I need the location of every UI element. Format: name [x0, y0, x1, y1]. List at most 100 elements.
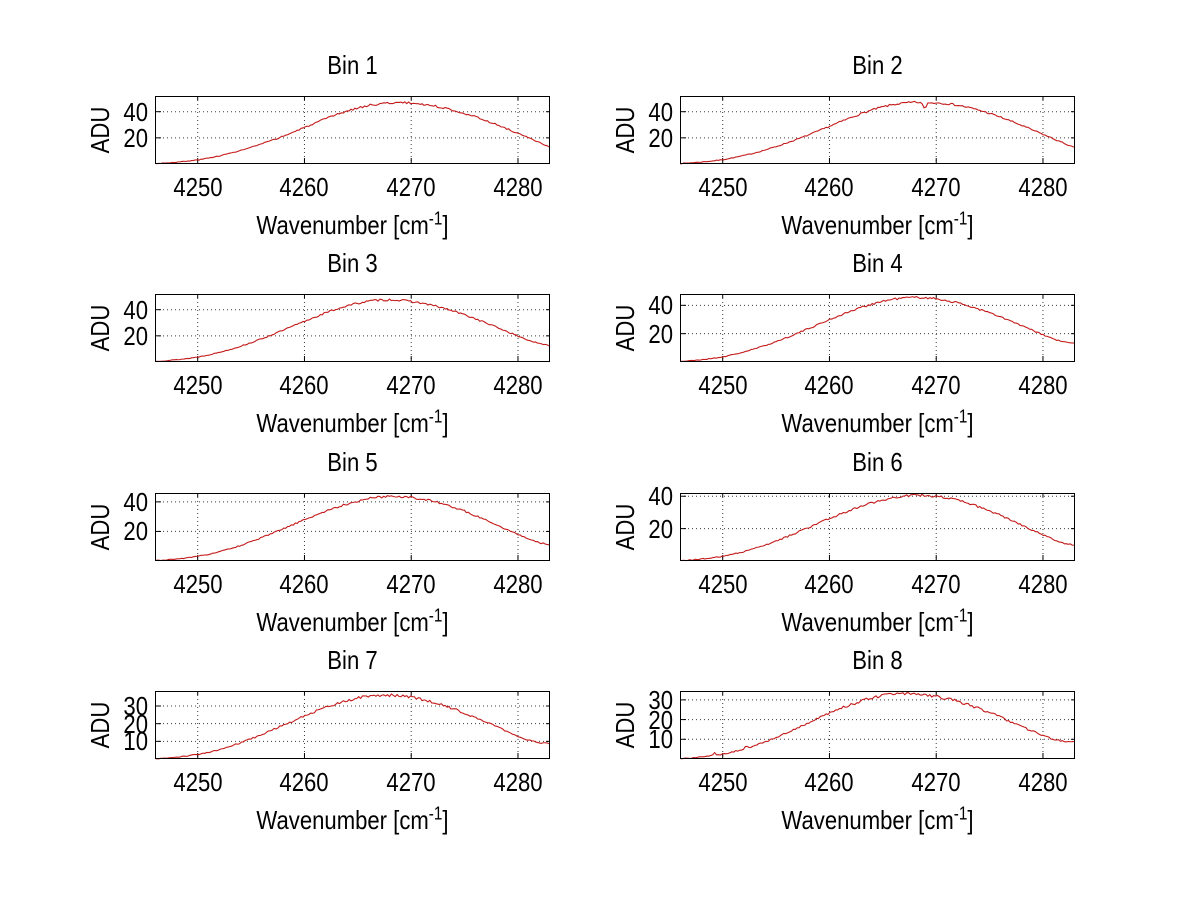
grid-lines: [680, 493, 1075, 561]
x-axis-label-text: ]: [442, 805, 449, 835]
x-tick-label: 4270: [911, 370, 961, 400]
y-tick-label: 40: [648, 96, 673, 127]
x-axis-label-text: ]: [442, 408, 449, 438]
axis-tick-marks: [155, 96, 550, 164]
y-tick-label: 40: [123, 294, 148, 325]
subplot-bin-2: Bin 2 ADU 20 40 4250 4260 4270 4280 Wavenumber […: [545, 50, 1200, 250]
x-tick-label: 4270: [911, 767, 961, 797]
plot-title: Bin 6: [852, 447, 903, 477]
plot-box-border: [155, 96, 550, 164]
axis-tick-marks: [680, 691, 1075, 759]
x-axis-label-superscript: -1: [428, 803, 443, 824]
grid-lines: [680, 294, 1075, 362]
x-axis-label-text: ]: [967, 805, 974, 835]
x-tick-label: 4270: [386, 172, 436, 202]
plot-title: Bin 7: [327, 645, 378, 675]
x-tick-label: 4260: [804, 370, 855, 400]
plot-area: [154, 691, 550, 760]
plot-box-border: [680, 493, 1075, 561]
x-axis-label-text: Wavenumber [cm: [256, 408, 429, 438]
x-axis-label-superscript: -1: [953, 803, 968, 824]
grid-lines: [155, 493, 550, 561]
axis-tick-marks: [680, 294, 1075, 362]
y-tick-label: 30: [648, 684, 673, 715]
spectrum-line: [679, 295, 1074, 363]
x-axis-label: Wavenumber [cm-1]: [710, 803, 1046, 835]
x-tick-label: 4250: [698, 569, 748, 599]
x-axis-label-superscript: -1: [428, 208, 443, 229]
x-tick-label: 4250: [698, 767, 748, 797]
plot-area: [154, 493, 550, 562]
plot-title: Bin 3: [327, 248, 378, 278]
x-axis-label: Wavenumber [cm-1]: [185, 406, 521, 438]
plot-area: [679, 691, 1075, 760]
x-tick-label: 4280: [1018, 172, 1068, 202]
axis-tick-marks: [680, 96, 1075, 164]
x-tick-label: 4270: [911, 569, 961, 599]
x-axis-label: Wavenumber [cm-1]: [185, 606, 521, 637]
y-tick-label: 20: [648, 318, 673, 349]
x-tick-label: 4260: [279, 370, 330, 400]
plot-area: [154, 294, 550, 362]
spectrum-line: [154, 495, 550, 562]
x-tick-label: 4280: [493, 172, 543, 202]
x-axis-label: Wavenumber [cm-1]: [185, 208, 521, 240]
subplot-bin-6: Bin 6 ADU 20 40 4250 4260 4270 4280 Wavenumber […: [545, 447, 1200, 647]
x-axis-label-text: Wavenumber [cm: [781, 607, 954, 637]
plot-box-border: [155, 294, 550, 362]
subplot-bin-5: Bin 5 ADU 20 40 4250 4260 4270 4280 Wavenumber […: [20, 447, 685, 647]
y-tick-label: 40: [648, 290, 673, 321]
x-tick-label: 4270: [386, 569, 436, 599]
y-tick-label: 40: [123, 96, 148, 127]
x-tick-label: 4250: [173, 569, 223, 599]
x-axis-label-text: Wavenumber [cm: [781, 210, 954, 240]
subplot-bin-7: Bin 7 ADU 10 20 30 4250 4260 4270 4280 Wavenumber…: [20, 645, 685, 845]
spectrum-line: [679, 100, 1075, 165]
y-tick-label: 20: [123, 516, 148, 547]
plot-title: Bin 5: [327, 447, 378, 477]
x-tick-label: 4280: [493, 767, 543, 797]
x-tick-label: 4280: [493, 569, 543, 599]
y-tick-label: 20: [123, 320, 148, 351]
x-tick-label: 4250: [698, 172, 748, 202]
subplot-bin-4: Bin 4 ADU 20 40 4250 4260 4270 4280 Wavenumber […: [545, 248, 1200, 448]
plot-box-border: [680, 691, 1075, 759]
x-tick-label: 4260: [279, 767, 330, 797]
y-tick-label: 30: [123, 691, 148, 721]
plot-box-border: [155, 691, 550, 759]
subplot-bin-1: Bin 1 ADU 20 40 4250 4260 4270 4280 Wavenumber […: [20, 50, 685, 250]
y-tick-label: 10: [648, 724, 673, 755]
axis-tick-marks: [155, 691, 550, 759]
subplot-bin-3: Bin 3 ADU 20 40 4250 4260 4270 4280 Wavenumber […: [20, 248, 685, 448]
x-axis-label-text: ]: [442, 607, 449, 637]
x-axis-label-superscript: -1: [428, 406, 443, 427]
x-tick-label: 4250: [173, 767, 223, 797]
plot-area: [679, 493, 1075, 562]
y-tick-label: 20: [648, 513, 673, 544]
grid-lines: [155, 691, 550, 759]
x-tick-label: 4270: [386, 767, 436, 797]
y-tick-label: 10: [123, 726, 148, 757]
y-tick-label: 20: [648, 122, 673, 153]
plot-title: Bin 8: [852, 645, 903, 675]
x-tick-label: 4260: [279, 569, 330, 599]
x-axis-label-text: Wavenumber [cm: [781, 805, 954, 835]
spectrum-line: [679, 692, 1074, 760]
x-axis-label-text: Wavenumber [cm: [256, 805, 429, 835]
plot-box-border: [680, 294, 1075, 362]
x-axis-label: Wavenumber [cm-1]: [710, 605, 1046, 637]
axis-tick-marks: [680, 493, 1075, 561]
x-tick-label: 4260: [804, 172, 855, 202]
y-tick-label: 20: [123, 122, 148, 153]
x-axis-label-text: ]: [967, 408, 974, 438]
x-tick-label: 4280: [493, 370, 543, 400]
x-axis-label-text: ]: [442, 210, 449, 240]
spectrum-line: [154, 693, 550, 760]
y-tick-label: 40: [123, 486, 148, 517]
y-tick-label: 20: [648, 704, 673, 735]
x-axis-label-superscript: -1: [953, 605, 968, 626]
x-axis-label-text: Wavenumber [cm: [256, 607, 429, 637]
grid-lines: [155, 294, 550, 362]
spectrum-line: [679, 493, 1075, 562]
